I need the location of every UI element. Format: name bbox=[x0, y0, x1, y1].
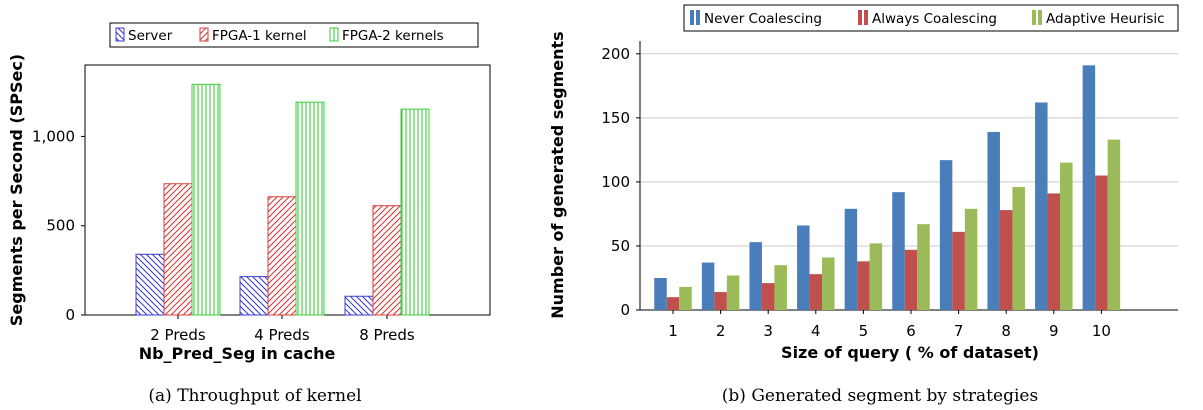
chart-a-bars bbox=[135, 83, 430, 316]
chart-b-bar-never-coalescing bbox=[1082, 65, 1096, 310]
chart-b-y-tick-label: 0 bbox=[620, 301, 630, 319]
chart-b-bar-never-coalescing bbox=[654, 277, 667, 310]
chart-b-bar-never-coalescing bbox=[939, 160, 953, 310]
chart-b-x-ticks: 1 2 3 4 5 6 7 8 9 10 bbox=[668, 310, 1111, 340]
chart-b-y-tick-label: 200 bbox=[601, 45, 630, 63]
chart-a-legend-items: Server FPGA-1 kernel FPGA-2 kernels bbox=[115, 27, 444, 44]
chart-b-legend-label: Always Coalescing bbox=[872, 11, 997, 27]
chart-b-bar-never-coalescing bbox=[987, 131, 1000, 310]
chart-b-x-tick-label: 2 bbox=[716, 322, 726, 340]
chart-b-bar-always-coalescing bbox=[999, 210, 1013, 310]
chart-b-y-label: Number of generated segments bbox=[548, 31, 567, 318]
chart-a-y-ticks: 0 500 1,000 bbox=[32, 127, 85, 324]
chart-b-bar-always-coalescing bbox=[761, 283, 775, 310]
chart-a-legend bbox=[109, 22, 479, 48]
chart-b-bar-always-coalescing bbox=[952, 231, 965, 310]
chart-a-y-tick-label: 0 bbox=[65, 306, 75, 324]
chart-b-bar-always-coalescing bbox=[666, 297, 680, 310]
chart-a-caption: (a) Throughput of kernel bbox=[148, 386, 361, 406]
chart-b-bar-never-coalescing bbox=[797, 225, 810, 310]
chart-b-legend-label: Adaptive Heurisic bbox=[1046, 11, 1165, 27]
chart-a-x-label: Nb_Pred_Seg in cache bbox=[139, 344, 336, 363]
chart-b-bar-always-coalescing bbox=[809, 274, 823, 310]
chart-b-bar-always-coalescing bbox=[1095, 175, 1108, 310]
chart-b-bar-adaptive-heurisic bbox=[917, 224, 930, 310]
chart-b-bar-adaptive-heurisic bbox=[1012, 187, 1025, 310]
chart-b-legend-label: Never Coalescing bbox=[704, 11, 822, 27]
throughput-chart: 0 500 1,000 2 Preds 4 Preds 8 Preds Server FP… bbox=[7, 22, 491, 406]
chart-a-bar-fpga-1-kernel bbox=[163, 183, 193, 316]
chart-a-bar-server bbox=[344, 295, 374, 316]
chart-b-x-tick-label: 6 bbox=[906, 322, 916, 340]
chart-a-bar-server bbox=[239, 276, 269, 316]
chart-b-legend-items: Never Coalescing Always Coalescing Adaptiv… bbox=[690, 10, 1165, 27]
chart-a-legend-swatch bbox=[329, 27, 339, 42]
chart-a-x-ticks: 2 Preds 4 Preds 8 Preds bbox=[150, 315, 415, 344]
chart-a-legend-label: FPGA-1 kernel bbox=[212, 28, 307, 44]
chart-a-bar-fpga-2-kernels bbox=[295, 101, 325, 316]
chart-a-bar-fpga-2-kernels bbox=[191, 83, 221, 316]
chart-b-bar-adaptive-heurisic bbox=[774, 265, 787, 310]
chart-a-bar-fpga-1-kernel bbox=[267, 196, 297, 316]
chart-b-x-tick-label: 4 bbox=[811, 322, 821, 340]
chart-b-x-tick-label: 3 bbox=[763, 322, 773, 340]
chart-b-x-tick-label: 7 bbox=[954, 322, 964, 340]
chart-a-y-label: Segments per Second (SPSec) bbox=[7, 54, 26, 326]
chart-a-bar-server bbox=[135, 253, 165, 316]
chart-b-x-label: Size of query ( % of dataset) bbox=[781, 343, 1039, 362]
chart-b-x-tick-label: 1 bbox=[668, 322, 678, 340]
chart-a-x-tick-label: 4 Preds bbox=[254, 326, 310, 344]
chart-a-x-tick-label: 8 Preds bbox=[359, 326, 415, 344]
chart-b-legend-swatch bbox=[864, 10, 868, 25]
chart-b-legend-swatch bbox=[690, 10, 694, 25]
chart-b-legend bbox=[683, 4, 1179, 32]
chart-b-bar-never-coalescing bbox=[749, 242, 762, 310]
chart-a-y-tick-label: 1,000 bbox=[32, 127, 75, 145]
chart-a-x-tick-label: 2 Preds bbox=[150, 326, 206, 344]
chart-b-y-tick-label: 50 bbox=[611, 237, 630, 255]
chart-b-y-ticks: 0 50 100 150 200 bbox=[601, 45, 640, 319]
chart-b-y-tick-label: 100 bbox=[601, 173, 630, 191]
chart-b-bar-always-coalescing bbox=[857, 261, 870, 310]
chart-a-y-tick-label: 500 bbox=[46, 217, 75, 235]
chart-b-legend-swatch bbox=[858, 10, 862, 25]
chart-b-bar-adaptive-heurisic bbox=[964, 208, 978, 310]
chart-b-bar-never-coalescing bbox=[701, 262, 715, 310]
chart-b-bar-always-coalescing bbox=[904, 249, 918, 310]
chart-b-bar-never-coalescing bbox=[844, 208, 858, 310]
chart-b-x-tick-label: 9 bbox=[1049, 322, 1059, 340]
chart-b-bar-always-coalescing bbox=[714, 292, 727, 310]
chart-b-bar-adaptive-heurisic bbox=[726, 275, 740, 310]
chart-a-legend-swatch bbox=[199, 27, 209, 42]
chart-b-bar-adaptive-heurisic bbox=[869, 243, 883, 310]
segments-chart: 0 50 100 150 200 1 2 3 4 5 6 7 8 9 10 Never Coalescin… bbox=[548, 4, 1179, 406]
chart-b-legend-swatch bbox=[1038, 10, 1042, 25]
chart-b-bar-adaptive-heurisic bbox=[1107, 139, 1121, 310]
chart-b-bars bbox=[654, 65, 1121, 310]
chart-a-bar-fpga-1-kernel bbox=[372, 205, 402, 316]
chart-b-bar-adaptive-heurisic bbox=[822, 257, 835, 310]
chart-b-legend-swatch bbox=[696, 10, 700, 25]
chart-b-y-tick-label: 150 bbox=[601, 109, 630, 127]
chart-a-legend-label: FPGA-2 kernels bbox=[342, 28, 444, 44]
chart-b-bar-never-coalescing bbox=[1035, 102, 1048, 310]
chart-b-bar-never-coalescing bbox=[892, 192, 905, 310]
chart-a-bar-fpga-2-kernels bbox=[400, 108, 430, 316]
chart-b-bar-always-coalescing bbox=[1047, 193, 1061, 310]
chart-b-x-tick-label: 5 bbox=[859, 322, 869, 340]
chart-b-bar-adaptive-heurisic bbox=[1060, 162, 1073, 310]
chart-a-legend-swatch bbox=[115, 27, 125, 42]
chart-b-legend-swatch bbox=[1032, 10, 1036, 25]
chart-b-caption: (b) Generated segment by strategies bbox=[722, 386, 1038, 406]
chart-b-bar-adaptive-heurisic bbox=[679, 286, 692, 310]
chart-b-x-tick-label: 10 bbox=[1092, 322, 1111, 340]
chart-b-x-tick-label: 8 bbox=[1001, 322, 1011, 340]
chart-a-legend-label: Server bbox=[128, 28, 173, 44]
